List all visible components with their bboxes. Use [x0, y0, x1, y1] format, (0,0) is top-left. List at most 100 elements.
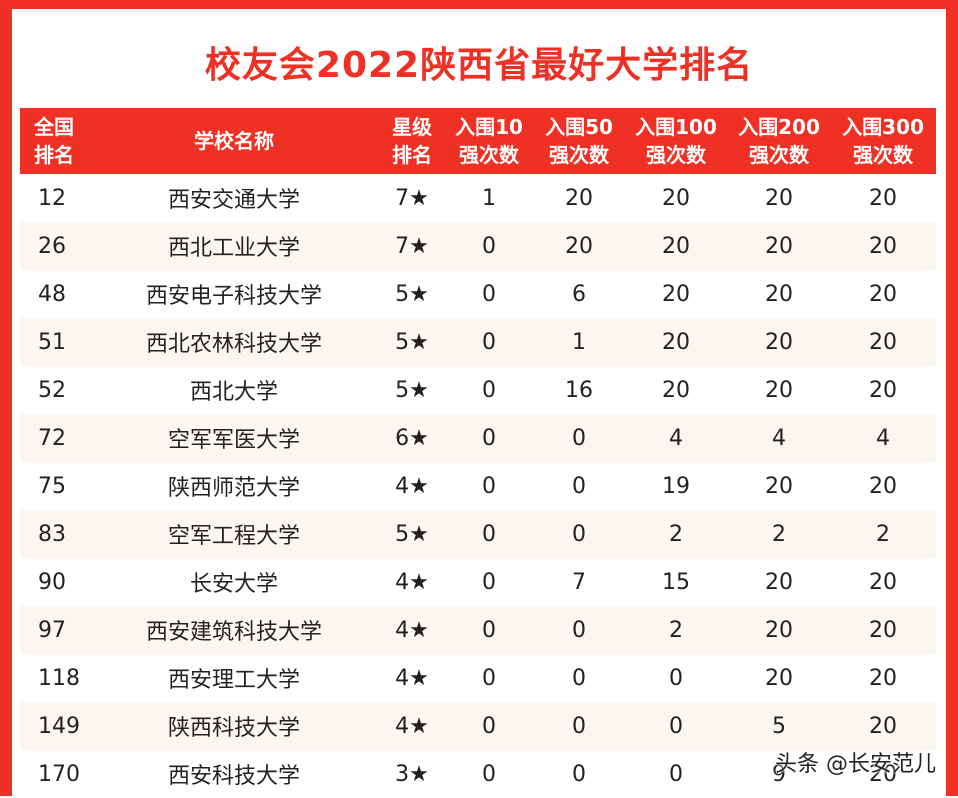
cell-top50-count: 20: [565, 233, 593, 259]
cell-star-rank: 5★: [395, 521, 429, 547]
cell-top10-count: 0: [482, 473, 496, 499]
cell-national-rank: 97: [38, 617, 66, 643]
cell-top100-count: 0: [669, 713, 683, 739]
cell-top10-count: 0: [482, 569, 496, 595]
cell-national-rank: 72: [38, 425, 66, 451]
table-row: 83 空军工程大学 5★ 0 0 2 2 2: [20, 510, 936, 558]
cell-top200-count: 20: [765, 569, 793, 595]
cell-top10-count: 0: [482, 281, 496, 307]
header-top50-count-line: 强次数: [549, 143, 609, 167]
header-top300-count: 入围300 强次数: [830, 108, 936, 174]
cell-top100-count: 0: [669, 665, 683, 691]
cell-top300-count: 20: [869, 761, 897, 787]
table-row: 72 空军军医大学 6★ 0 0 4 4 4: [20, 414, 936, 462]
cell-top50-count: 0: [572, 713, 586, 739]
cell-top200-count: 20: [765, 329, 793, 355]
cell-school-name: 西北工业大学: [167, 236, 300, 261]
cell-top300-count: 20: [869, 713, 897, 739]
cell-top300-count: 20: [869, 569, 897, 595]
cell-star-rank: 4★: [395, 569, 429, 595]
table-row: 48 西安电子科技大学 5★ 0 6 20 20 20: [20, 270, 936, 318]
cell-top200-count: 20: [765, 665, 793, 691]
cell-school-name: 西安理工大学: [167, 668, 300, 693]
watermark: 头条 @长安范儿: [775, 752, 936, 777]
table-row: 51 西北农林科技大学 5★ 0 1 20 20 20: [20, 318, 936, 366]
header-row: 全国 排名 学校名称 星级 排名 入围10 强次数 入围50 强次数 入围100 强次数 入围200 强…: [20, 108, 936, 174]
header-top300-count-line: 入围300: [842, 115, 924, 139]
table-row: 12 西安交通大学 7★ 1 20 20 20 20: [20, 174, 936, 222]
cell-top300-count: 20: [869, 185, 897, 211]
cell-top10-count: 0: [482, 425, 496, 451]
cell-top200-count: 2: [772, 521, 786, 547]
header-school-name: 学校名称: [88, 108, 380, 174]
cell-school-name: 西安科技大学: [167, 764, 300, 789]
cell-top300-count: 20: [869, 473, 897, 499]
header-national-rank-line: 全国: [34, 115, 74, 139]
header-top50-count: 入围50 强次数: [534, 108, 624, 174]
cell-star-rank: 5★: [395, 377, 429, 403]
cell-national-rank: 170: [38, 761, 80, 787]
cell-top100-count: 20: [662, 377, 690, 403]
cell-star-rank: 7★: [395, 185, 429, 211]
cell-top50-count: 1: [572, 329, 586, 355]
cell-national-rank: 52: [38, 377, 66, 403]
cell-top300-count: 4: [876, 425, 890, 451]
cell-national-rank: 83: [38, 521, 66, 547]
cell-top50-count: 0: [572, 425, 586, 451]
cell-top10-count: 0: [482, 521, 496, 547]
header-star-rank-line: 星级: [392, 115, 432, 139]
cell-top300-count: 20: [869, 233, 897, 259]
cell-top100-count: 2: [669, 521, 683, 547]
cell-top10-count: 0: [482, 617, 496, 643]
cell-top200-count: 20: [765, 617, 793, 643]
cell-star-rank: 6★: [395, 425, 429, 451]
cell-top100-count: 15: [662, 569, 690, 595]
cell-national-rank: 26: [38, 233, 66, 259]
cell-star-rank: 4★: [395, 665, 429, 691]
cell-top300-count: 20: [869, 665, 897, 691]
cell-school-name: 西安电子科技大学: [145, 284, 322, 309]
header-star-rank-line: 排名: [392, 143, 432, 167]
page-title: 校友会2022陕西省最好大学排名: [204, 45, 754, 86]
header-top10-count: 入围10 强次数: [444, 108, 534, 174]
table-row: 170 西安科技大学 3★ 0 0 0 9 20: [20, 750, 936, 798]
cell-school-name: 陕西科技大学: [167, 716, 300, 741]
cell-top10-count: 0: [482, 377, 496, 403]
cell-top10-count: 0: [482, 665, 496, 691]
cell-top300-count: 2: [876, 521, 890, 547]
cell-national-rank: 90: [38, 569, 66, 595]
cell-school-name: 长安大学: [189, 572, 278, 597]
cell-top200-count: 20: [765, 233, 793, 259]
cell-star-rank: 7★: [395, 233, 429, 259]
table-row: 52 西北大学 5★ 0 16 20 20 20: [20, 366, 936, 414]
cell-national-rank: 118: [38, 665, 80, 691]
cell-school-name: 空军工程大学: [167, 524, 300, 549]
cell-star-rank: 3★: [395, 761, 429, 787]
cell-top50-count: 0: [572, 665, 586, 691]
cell-top10-count: 1: [482, 185, 496, 211]
cell-top200-count: 20: [765, 185, 793, 211]
cell-national-rank: 149: [38, 713, 80, 739]
header-national-rank: 全国 排名: [20, 108, 88, 174]
cell-top50-count: 7: [572, 569, 586, 595]
cell-top200-count: 9: [772, 761, 786, 787]
cell-top10-count: 0: [482, 713, 496, 739]
table-row: 97 西安建筑科技大学 4★ 0 0 2 20 20: [20, 606, 936, 654]
table-row: 90 长安大学 4★ 0 7 15 20 20: [20, 558, 936, 606]
cell-national-rank: 48: [38, 281, 66, 307]
cell-star-rank: 4★: [395, 473, 429, 499]
cell-top200-count: 20: [765, 377, 793, 403]
cell-school-name: 西安交通大学: [167, 188, 300, 213]
table-row: 118 西安理工大学 4★ 0 0 0 20 20: [20, 654, 936, 702]
table-body: 12 西安交通大学 7★ 1 20 20 20 20 26 西北工业大学 7★ 0 20 20 20 20 48…: [20, 174, 936, 798]
cell-top300-count: 20: [869, 329, 897, 355]
cell-top200-count: 4: [772, 425, 786, 451]
header-top200-count-line: 入围200: [738, 115, 820, 139]
header-top300-count-line: 强次数: [853, 143, 913, 167]
cell-top100-count: 0: [669, 761, 683, 787]
cell-star-rank: 5★: [395, 329, 429, 355]
cell-school-name: 空军军医大学: [167, 428, 300, 453]
cell-top100-count: 2: [669, 617, 683, 643]
ranking-table: 全国 排名 学校名称 星级 排名 入围10 强次数 入围50 强次数 入围100 强次数 入围200 强…: [20, 108, 936, 798]
cell-star-rank: 5★: [395, 281, 429, 307]
